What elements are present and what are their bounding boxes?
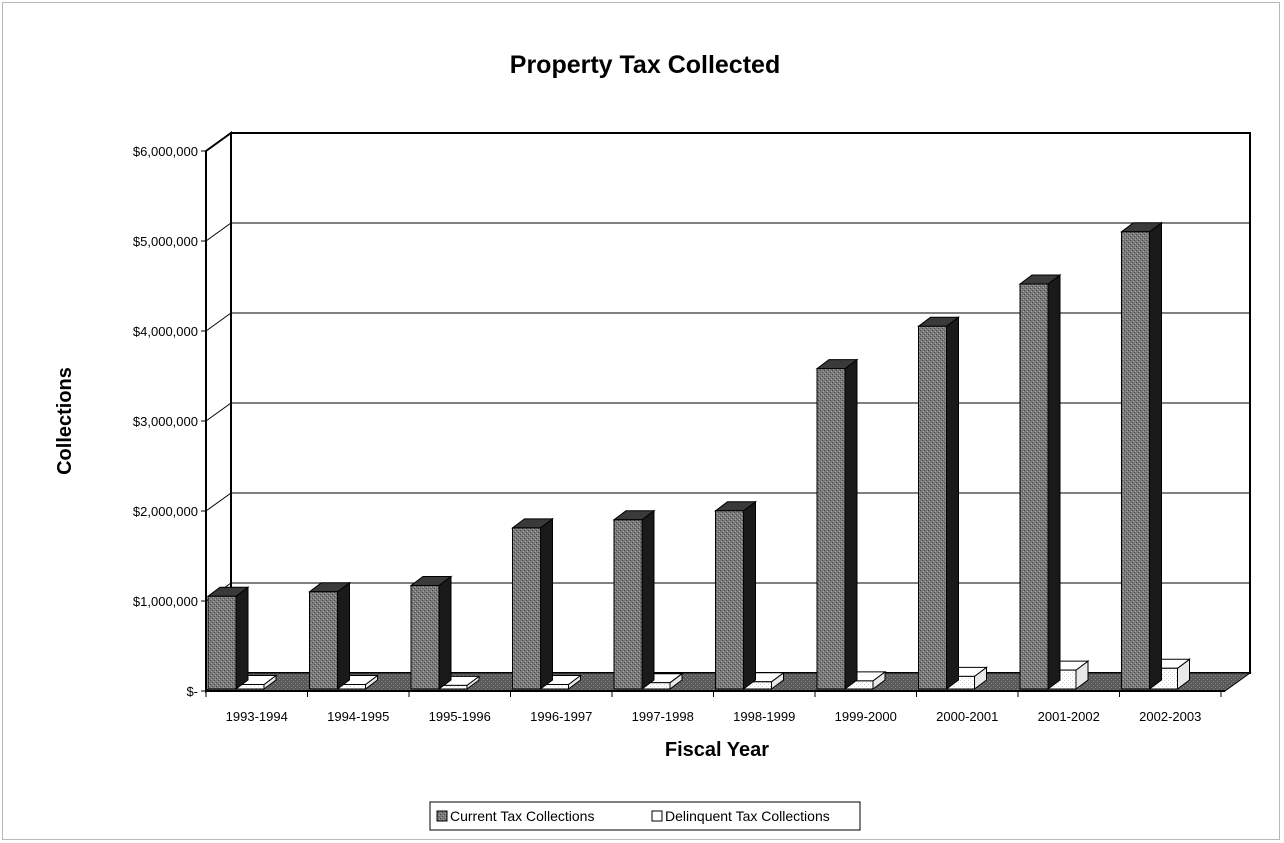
legend-label-current: Current Tax Collections [450, 808, 594, 824]
bar-current [1018, 274, 1062, 690]
bar-current-side [743, 500, 756, 690]
gridlines [205, 132, 1250, 602]
bar-current-side [1149, 221, 1162, 690]
bar-current-front [918, 325, 947, 690]
bar-current-front [512, 527, 541, 690]
y-tick-label: $3,000,000 [133, 414, 198, 429]
bar-current-front [1121, 231, 1150, 690]
bars [206, 221, 1191, 690]
y-tick-label: $4,000,000 [133, 324, 198, 339]
legend-box [429, 801, 861, 831]
y-axis-ticks: $- $1,000,000 $2,000,000 $3,000,000 $4,000,0… [133, 144, 207, 699]
y-tick-label: $- [186, 684, 198, 699]
legend-swatch-delinquent [651, 810, 663, 822]
x-tick-label: 1995-1996 [429, 709, 491, 724]
x-tick-label: 2002-2003 [1139, 709, 1201, 724]
bar-current [815, 358, 859, 690]
legend-label-delinquent: Delinquent Tax Collections [665, 808, 830, 824]
bar-current [409, 575, 453, 690]
gridline-side [205, 132, 232, 152]
x-axis-ticks: 1993-1994 1994-1995 1995-1996 1996-1997 1997… [205, 690, 1225, 724]
bar-current [308, 581, 351, 690]
bar-current-side [235, 586, 249, 690]
bar-current [511, 517, 554, 690]
x-tick-label: 2001-2002 [1038, 709, 1100, 724]
bar-current [612, 509, 656, 690]
chart-title: Property Tax Collected [510, 51, 780, 79]
bar-current [206, 586, 250, 690]
y-axis-title: Collections [54, 367, 76, 475]
bar-current-front [816, 368, 846, 690]
bar-current-front [309, 591, 338, 690]
x-tick-label: 2000-2001 [936, 709, 998, 724]
x-tick-label: 1994-1995 [327, 709, 389, 724]
y-tick-label: $2,000,000 [133, 504, 198, 519]
bar-current-front [715, 510, 744, 690]
bar-current-side [540, 517, 553, 690]
bar-current-front [1019, 283, 1049, 690]
bar-current-side [641, 509, 655, 690]
bar-current-side [946, 316, 959, 690]
y-tick-label: $6,000,000 [133, 144, 198, 159]
bar-current [1120, 221, 1163, 690]
x-tick-label: 1993-1994 [226, 709, 288, 724]
bar-current [714, 500, 757, 690]
bar-current [917, 316, 960, 690]
bar-current-side [1047, 274, 1061, 690]
y-tick-label: $1,000,000 [133, 594, 198, 609]
x-axis-title: Fiscal Year [665, 739, 769, 761]
gridline-side [205, 402, 232, 422]
x-tick-label: 1998-1999 [733, 709, 795, 724]
legend-swatch-current [436, 810, 448, 822]
gridline-side [205, 312, 232, 332]
legend: Current Tax Collections Delinquent Tax C… [429, 801, 861, 831]
y-tick-label: $5,000,000 [133, 234, 198, 249]
bar-current-front [410, 585, 440, 690]
chart-svg: Property Tax Collected $- $1,000,000 $2,00… [54, 51, 1252, 831]
gridline-side [205, 222, 232, 242]
bar-current-front [613, 519, 643, 690]
gridline-side [205, 492, 232, 512]
x-tick-label: 1997-1998 [632, 709, 694, 724]
bar-current-side [844, 358, 858, 690]
bar-current-side [337, 581, 350, 690]
x-tick-label: 1999-2000 [835, 709, 897, 724]
bar-current-front [207, 595, 237, 690]
bar-current-side [438, 575, 452, 690]
x-tick-label: 1996-1997 [530, 709, 592, 724]
